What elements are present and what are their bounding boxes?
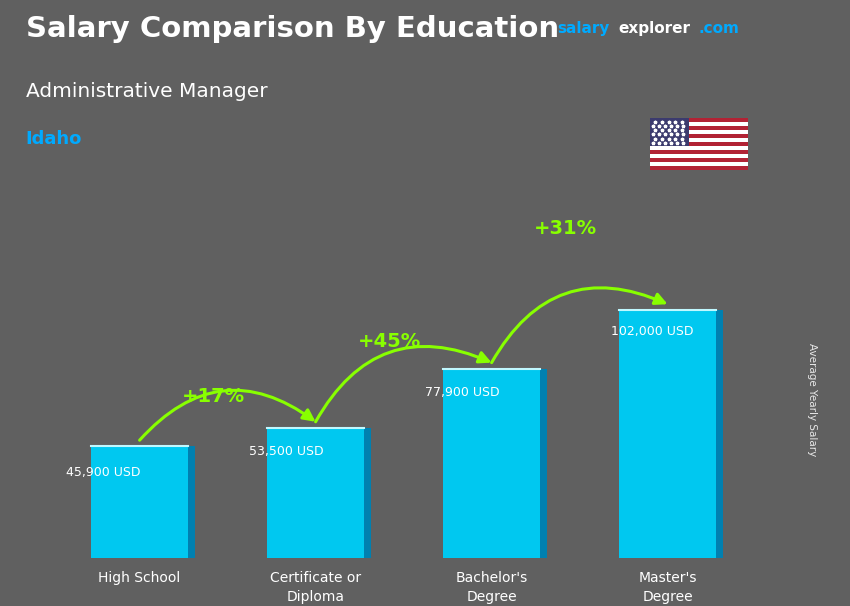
Bar (650, 154, 748, 158)
Text: +31%: +31% (534, 219, 597, 238)
Bar (650, 150, 748, 154)
Text: Salary Comparison By Education: Salary Comparison By Education (26, 15, 558, 43)
Bar (650, 118, 748, 122)
Text: explorer: explorer (619, 21, 691, 36)
Bar (650, 146, 748, 150)
Text: salary: salary (557, 21, 609, 36)
Bar (650, 126, 748, 130)
Bar (650, 165, 748, 170)
Bar (650, 130, 748, 134)
Bar (650, 162, 748, 165)
Text: 102,000 USD: 102,000 USD (611, 325, 694, 338)
Bar (650, 158, 748, 162)
Text: +45%: +45% (358, 331, 421, 350)
Polygon shape (716, 310, 722, 558)
Text: Administrative Manager: Administrative Manager (26, 82, 267, 101)
Text: 77,900 USD: 77,900 USD (425, 385, 499, 399)
Text: Idaho: Idaho (26, 130, 82, 148)
Text: 45,900 USD: 45,900 USD (65, 465, 140, 479)
Polygon shape (540, 368, 547, 558)
Text: Average Yearly Salary: Average Yearly Salary (807, 344, 817, 456)
Polygon shape (188, 446, 195, 558)
Bar (267, 428, 364, 558)
Polygon shape (364, 428, 371, 558)
Bar (619, 310, 716, 558)
Text: +17%: +17% (182, 387, 245, 406)
Bar (650, 138, 748, 142)
Bar (91, 446, 188, 558)
Bar (650, 142, 748, 146)
Bar (650, 118, 689, 146)
Bar (650, 122, 748, 126)
Text: 53,500 USD: 53,500 USD (249, 445, 323, 458)
Bar (650, 134, 748, 138)
Text: .com: .com (699, 21, 740, 36)
Bar (443, 368, 540, 558)
